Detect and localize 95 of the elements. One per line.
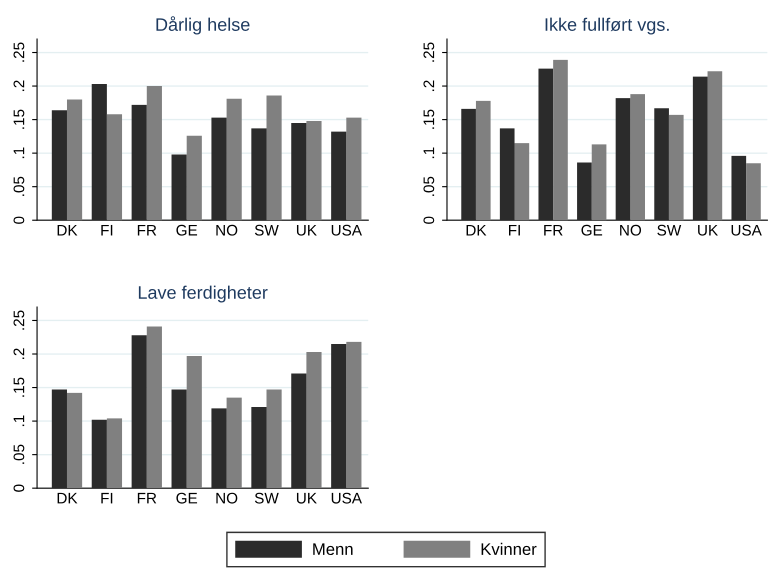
bar <box>146 326 162 488</box>
bar <box>731 156 746 220</box>
x-tick-label: FR <box>138 224 156 236</box>
bar <box>66 99 82 220</box>
bar <box>172 154 187 220</box>
bar <box>668 114 684 220</box>
x-tick-label: GE <box>581 224 602 236</box>
bar <box>186 136 202 220</box>
bar <box>52 390 67 488</box>
x-tick-label: UK <box>296 224 317 236</box>
bar <box>592 144 606 220</box>
x-tick-label: FI <box>101 224 112 236</box>
bar <box>291 122 306 220</box>
bar <box>226 398 242 488</box>
x-tick-label: GE <box>176 224 198 236</box>
bar <box>577 162 592 220</box>
bar <box>266 95 282 220</box>
y-tick-label: .2 <box>13 348 24 359</box>
bar <box>186 356 202 488</box>
bar <box>106 114 122 220</box>
bar <box>306 352 322 488</box>
y-tick-label: .2 <box>423 80 434 92</box>
bar <box>132 104 147 220</box>
bar <box>476 100 491 220</box>
y-tick-label: .1 <box>14 415 24 426</box>
bar <box>226 98 242 220</box>
bar <box>692 76 708 220</box>
bar <box>291 373 306 488</box>
bar <box>616 98 630 220</box>
y-tick-label: .25 <box>13 310 24 330</box>
y-tick-label: 0 <box>13 216 24 224</box>
bar <box>708 71 722 220</box>
y-tick-label: .15 <box>14 378 24 397</box>
x-tick-label: NO <box>620 224 642 236</box>
x-tick-label: SW <box>254 492 279 504</box>
y-tick-label: .15 <box>424 110 434 129</box>
x-tick-label: DK <box>58 224 78 236</box>
bar <box>654 108 669 220</box>
bar <box>538 68 554 220</box>
chart-title: Ikke fullført vgs. <box>546 18 669 35</box>
x-tick-label: DK <box>58 492 78 504</box>
y-tick-label: .25 <box>13 42 24 62</box>
y-tick-label: .1 <box>14 148 24 158</box>
x-tick-label: FI <box>509 224 520 236</box>
y-tick-label: .2 <box>13 80 24 92</box>
x-tick-label: UK <box>698 224 718 236</box>
bar <box>346 342 362 488</box>
bar <box>251 128 266 220</box>
y-tick-label: .25 <box>423 42 434 62</box>
y-tick-label: .05 <box>13 444 24 464</box>
bar <box>251 407 266 488</box>
bar <box>746 163 761 220</box>
bar <box>346 118 362 220</box>
bar <box>500 128 515 220</box>
legend-label: Kvinner <box>482 542 536 556</box>
bar <box>92 84 107 220</box>
x-tick-label: FI <box>101 492 112 504</box>
bar <box>211 118 227 220</box>
bar <box>331 132 346 220</box>
x-tick-label: NO <box>216 224 238 236</box>
bar <box>146 86 162 220</box>
legend-label: Menn <box>313 543 353 556</box>
x-tick-label: UK <box>296 492 317 504</box>
x-tick-label: FR <box>544 224 563 236</box>
x-tick-label: FR <box>138 492 156 504</box>
x-tick-label: USA <box>332 224 362 236</box>
bar <box>514 143 530 220</box>
x-tick-label: SW <box>254 224 279 236</box>
x-tick-label: USA <box>332 492 362 504</box>
y-tick-label: .1 <box>424 148 434 158</box>
y-tick-label: .05 <box>423 176 434 196</box>
bar <box>172 390 187 488</box>
bar <box>106 418 122 488</box>
bar <box>132 335 147 488</box>
x-tick-label: DK <box>466 224 486 236</box>
y-tick-label: 0 <box>13 484 24 492</box>
y-tick-label: 0 <box>423 216 434 224</box>
x-tick-label: USA <box>732 224 762 236</box>
chart-title: Dårlig helse <box>156 16 250 35</box>
y-tick-label: .05 <box>13 176 24 196</box>
y-tick-label: .15 <box>14 110 24 129</box>
bar <box>306 120 322 220</box>
bar <box>553 60 568 220</box>
bar <box>211 408 227 488</box>
chart-title: Lave ferdigheter <box>138 286 268 302</box>
bar <box>331 344 346 488</box>
bar <box>266 390 282 488</box>
bar <box>461 108 476 220</box>
bar <box>630 94 646 220</box>
bar <box>92 420 107 488</box>
x-tick-label: NO <box>216 492 238 504</box>
bar <box>52 110 67 220</box>
bar <box>66 392 82 488</box>
x-tick-label: SW <box>657 224 682 236</box>
x-tick-label: GE <box>176 492 198 504</box>
